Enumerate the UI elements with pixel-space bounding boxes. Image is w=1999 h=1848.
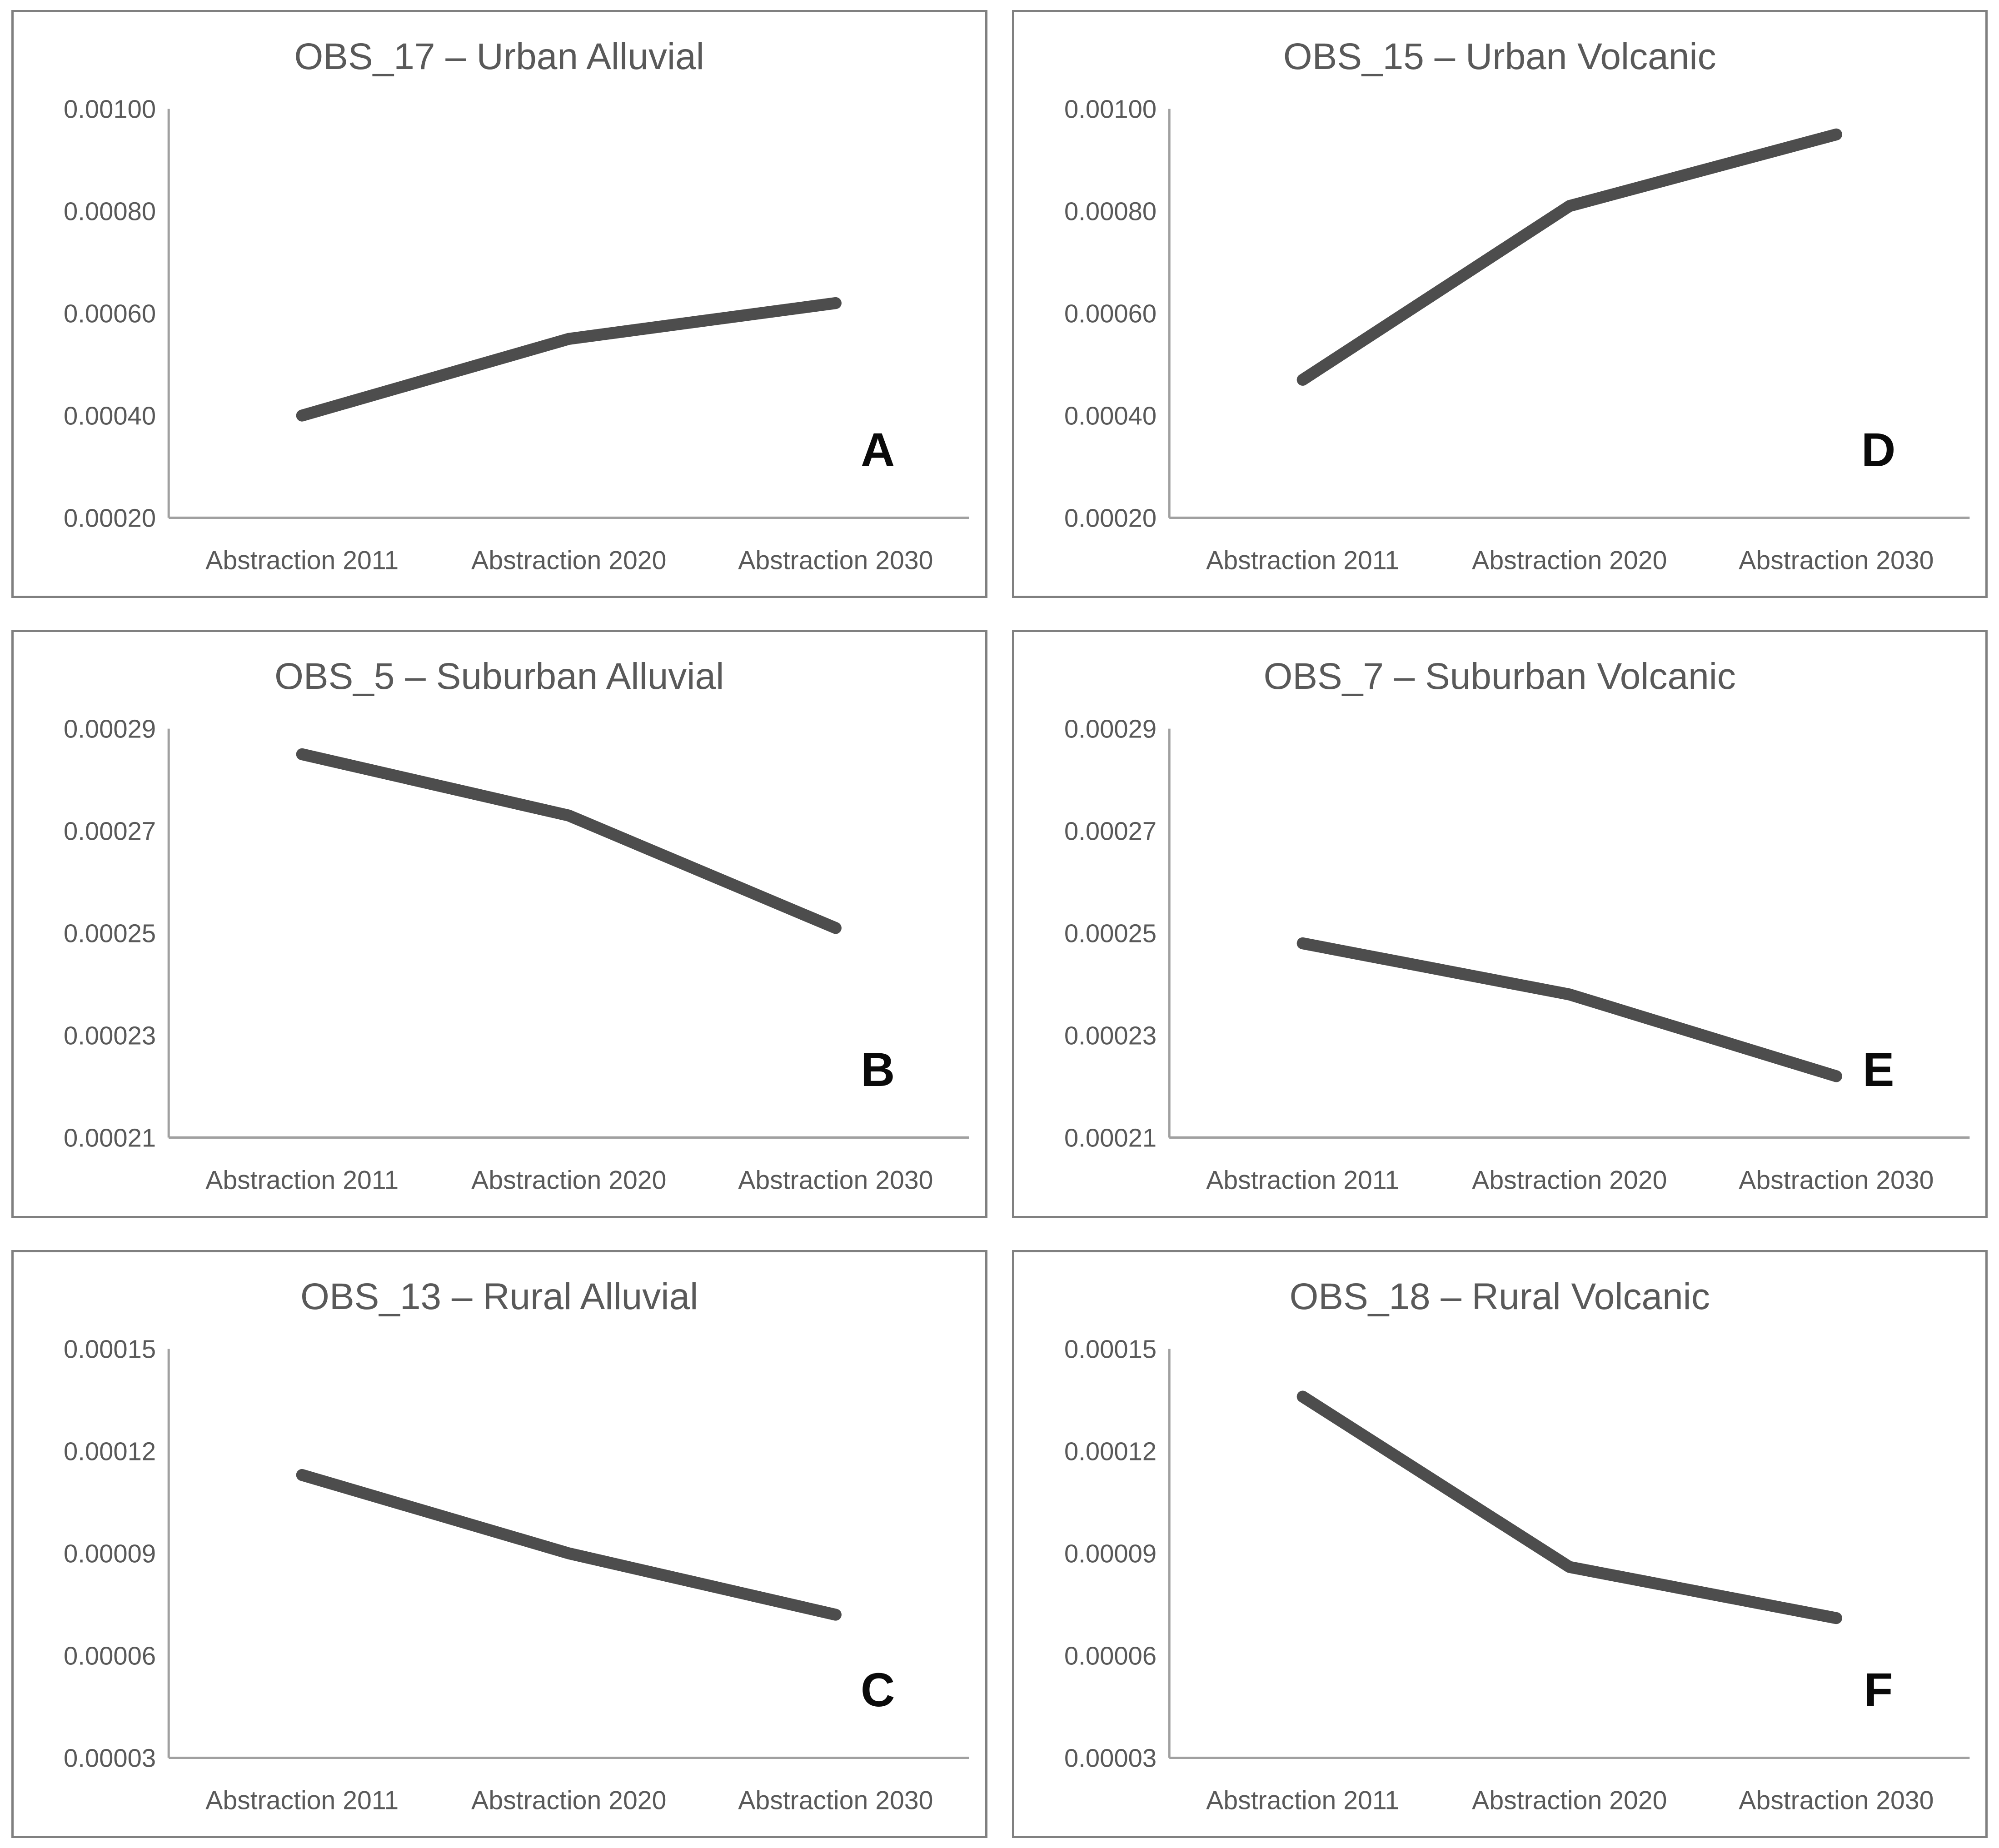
y-tick-label: 0.00023 — [64, 1021, 156, 1050]
y-tick-label: 0.00025 — [64, 919, 156, 948]
y-tick-label: 0.00060 — [64, 299, 156, 328]
line-chart: 0.00015 0.00012 0.00009 0.00006 0.00003 Abstr… — [1064, 1335, 1969, 1815]
chart-title: OBS_15 – Urban Volcanic — [1283, 36, 1716, 77]
chart-title: OBS_13 – Rural Alluvial — [300, 1275, 698, 1317]
y-tick-label: 0.00060 — [1064, 299, 1157, 328]
y-tick-label: 0.00027 — [1064, 817, 1157, 846]
y-tick-label: 0.00020 — [1064, 503, 1157, 532]
x-category-label: Abstraction 2011 — [1206, 1786, 1399, 1815]
y-tick-label: 0.00006 — [1064, 1641, 1157, 1670]
chart-panel-a: OBS_17 – Urban Alluvial 0.00100 0.00080 0.… — [11, 10, 987, 598]
line-chart: 0.00100 0.00080 0.00060 0.00040 0.00020 Abstr… — [1064, 95, 1969, 575]
chart-panel-d: OBS_15 – Urban Volcanic 0.00100 0.00080 0.… — [1012, 10, 1988, 598]
data-line — [1296, 937, 1842, 1082]
x-category-label: Abstraction 2030 — [1739, 546, 1934, 575]
y-tick-label: 0.00100 — [1064, 95, 1157, 123]
data-line — [296, 748, 842, 934]
y-tick-label: 0.00080 — [64, 197, 156, 225]
y-tick-label: 0.00029 — [1064, 715, 1157, 743]
y-tick-label: 0.00012 — [64, 1437, 156, 1465]
y-tick-label: 0.00029 — [64, 715, 156, 743]
line-chart: 0.00029 0.00027 0.00025 0.00023 0.00021 Abstr… — [1064, 715, 1969, 1195]
y-tick-label: 0.00080 — [1064, 197, 1157, 225]
x-category-label: Abstraction 2020 — [1472, 546, 1667, 575]
line-chart: 0.00029 0.00027 0.00025 0.00023 0.00021 Abstr… — [64, 715, 969, 1195]
panel-letter: D — [1861, 423, 1895, 477]
panel-letter: E — [1862, 1043, 1894, 1096]
y-tick-label: 0.00100 — [64, 95, 156, 123]
x-category-label: Abstraction 2030 — [738, 1786, 933, 1815]
y-tick-label: 0.00006 — [64, 1641, 156, 1670]
line-chart: 0.00100 0.00080 0.00060 0.00040 0.00020 Abstr… — [64, 95, 969, 575]
y-tick-label: 0.00015 — [1064, 1335, 1157, 1363]
chart-title: OBS_7 – Suburban Volcanic — [1263, 656, 1736, 697]
panel-letter: A — [861, 423, 895, 477]
chart-title: OBS_18 – Rural Volcanic — [1289, 1275, 1710, 1317]
y-tick-label: 0.00009 — [1064, 1539, 1157, 1568]
x-category-label: Abstraction 2030 — [738, 546, 933, 575]
chart-title: OBS_17 – Urban Alluvial — [294, 36, 705, 77]
x-category-label: Abstraction 2011 — [205, 1786, 399, 1815]
y-tick-label: 0.00020 — [64, 503, 156, 532]
x-category-label: Abstraction 2020 — [471, 546, 666, 575]
y-tick-label: 0.00025 — [1064, 919, 1157, 948]
x-category-label: Abstraction 2020 — [471, 1166, 666, 1195]
x-category-label: Abstraction 2011 — [205, 546, 399, 575]
data-line — [296, 1469, 842, 1621]
y-tick-label: 0.00003 — [64, 1743, 156, 1772]
panel-letter: C — [861, 1664, 895, 1717]
chart-title: OBS_5 – Suburban Alluvial — [274, 656, 724, 697]
chart-panel-f: OBS_18 – Rural Volcanic 0.00015 0.00012 0.… — [1012, 1250, 1988, 1838]
x-category-label: Abstraction 2030 — [1739, 1166, 1934, 1195]
y-tick-label: 0.00012 — [1064, 1437, 1157, 1465]
x-category-label: Abstraction 2011 — [1206, 1166, 1399, 1195]
data-line — [296, 297, 842, 422]
y-tick-label: 0.00040 — [1064, 401, 1157, 430]
y-tick-label: 0.00040 — [64, 401, 156, 430]
x-category-label: Abstraction 2011 — [205, 1166, 399, 1195]
y-tick-label: 0.00027 — [64, 817, 156, 846]
y-tick-label: 0.00003 — [1064, 1743, 1157, 1772]
chart-panel-b: OBS_5 – Suburban Alluvial 0.00029 0.00027… — [11, 630, 987, 1218]
y-tick-label: 0.00015 — [64, 1335, 156, 1363]
x-category-label: Abstraction 2020 — [1472, 1786, 1667, 1815]
chart-panel-e: OBS_7 – Suburban Volcanic 0.00029 0.00027… — [1012, 630, 1988, 1218]
y-tick-label: 0.00009 — [64, 1539, 156, 1568]
x-category-label: Abstraction 2030 — [1739, 1786, 1934, 1815]
panel-letter: F — [1864, 1664, 1893, 1717]
x-category-label: Abstraction 2020 — [471, 1786, 666, 1815]
chart-panel-c: OBS_13 – Rural Alluvial 0.00015 0.00012 0.… — [11, 1250, 987, 1838]
data-line — [1296, 128, 1842, 386]
y-tick-label: 0.00021 — [1064, 1123, 1157, 1152]
line-chart: 0.00015 0.00012 0.00009 0.00006 0.00003 Abstr… — [64, 1335, 969, 1815]
data-line — [1296, 1390, 1842, 1624]
x-category-label: Abstraction 2030 — [738, 1166, 933, 1195]
x-category-label: Abstraction 2020 — [1472, 1166, 1667, 1195]
panel-letter: B — [861, 1043, 895, 1096]
y-tick-label: 0.00021 — [64, 1123, 156, 1152]
x-category-label: Abstraction 2011 — [1206, 546, 1399, 575]
y-tick-label: 0.00023 — [1064, 1021, 1157, 1050]
